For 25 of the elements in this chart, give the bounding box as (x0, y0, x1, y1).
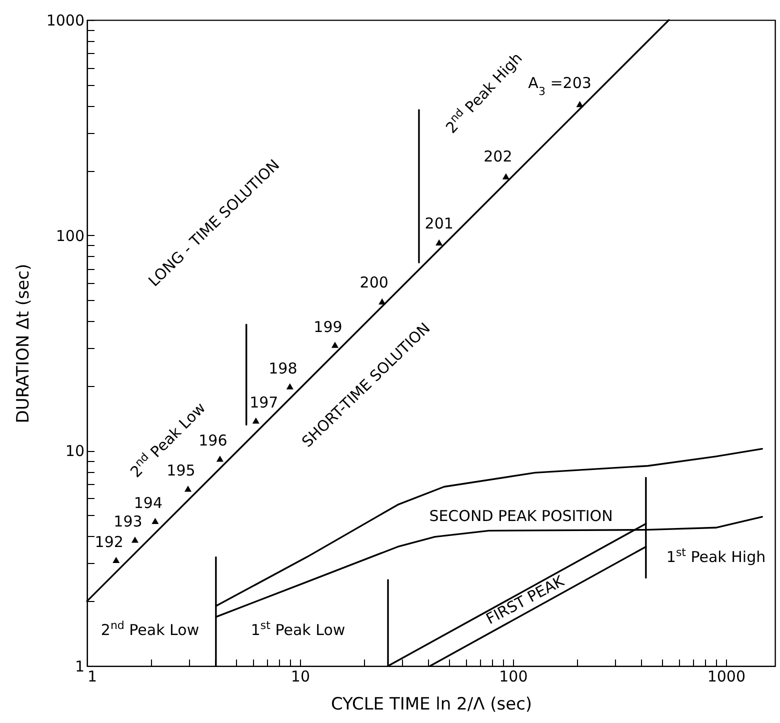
annotation: 2$^{nd}$ Peak Low (100, 618, 200, 639)
y-tick-label: 1000 (46, 12, 84, 30)
x-axis-title: CYCLE TIME ln 2/Λ (sec) (330, 694, 532, 714)
annotation: 199 (314, 318, 342, 336)
annotation: 200 (360, 273, 388, 292)
x-tick-label: 10 (290, 668, 310, 686)
annotation: 201 (424, 214, 454, 232)
annotation: 196 (198, 432, 228, 450)
annotation: A$_{3}$ =203 (528, 74, 592, 98)
annotation: 202 (484, 147, 512, 166)
x-tick-label: 100 (499, 668, 528, 686)
y-axis-title: DURATION Δt (sec) (13, 264, 34, 424)
y-tick-label: 100 (56, 226, 84, 245)
annotation: 1$^{st}$ Peak High (666, 546, 766, 566)
y-tick-label: 10 (65, 442, 84, 460)
annotation: 1$^{st}$ Peak Low (250, 618, 346, 639)
x-tick-label: 1 (88, 668, 98, 686)
annotation: 195 (166, 462, 196, 480)
x-tick-label: 1000 (707, 668, 746, 686)
annotation: SECOND PEAK POSITION (429, 507, 613, 525)
annotation: 193 (114, 512, 142, 531)
annotation: 194 (134, 494, 163, 512)
annotation: 192 (94, 532, 124, 551)
annotation: 197 (250, 394, 278, 412)
annotation: 198 (268, 359, 298, 378)
